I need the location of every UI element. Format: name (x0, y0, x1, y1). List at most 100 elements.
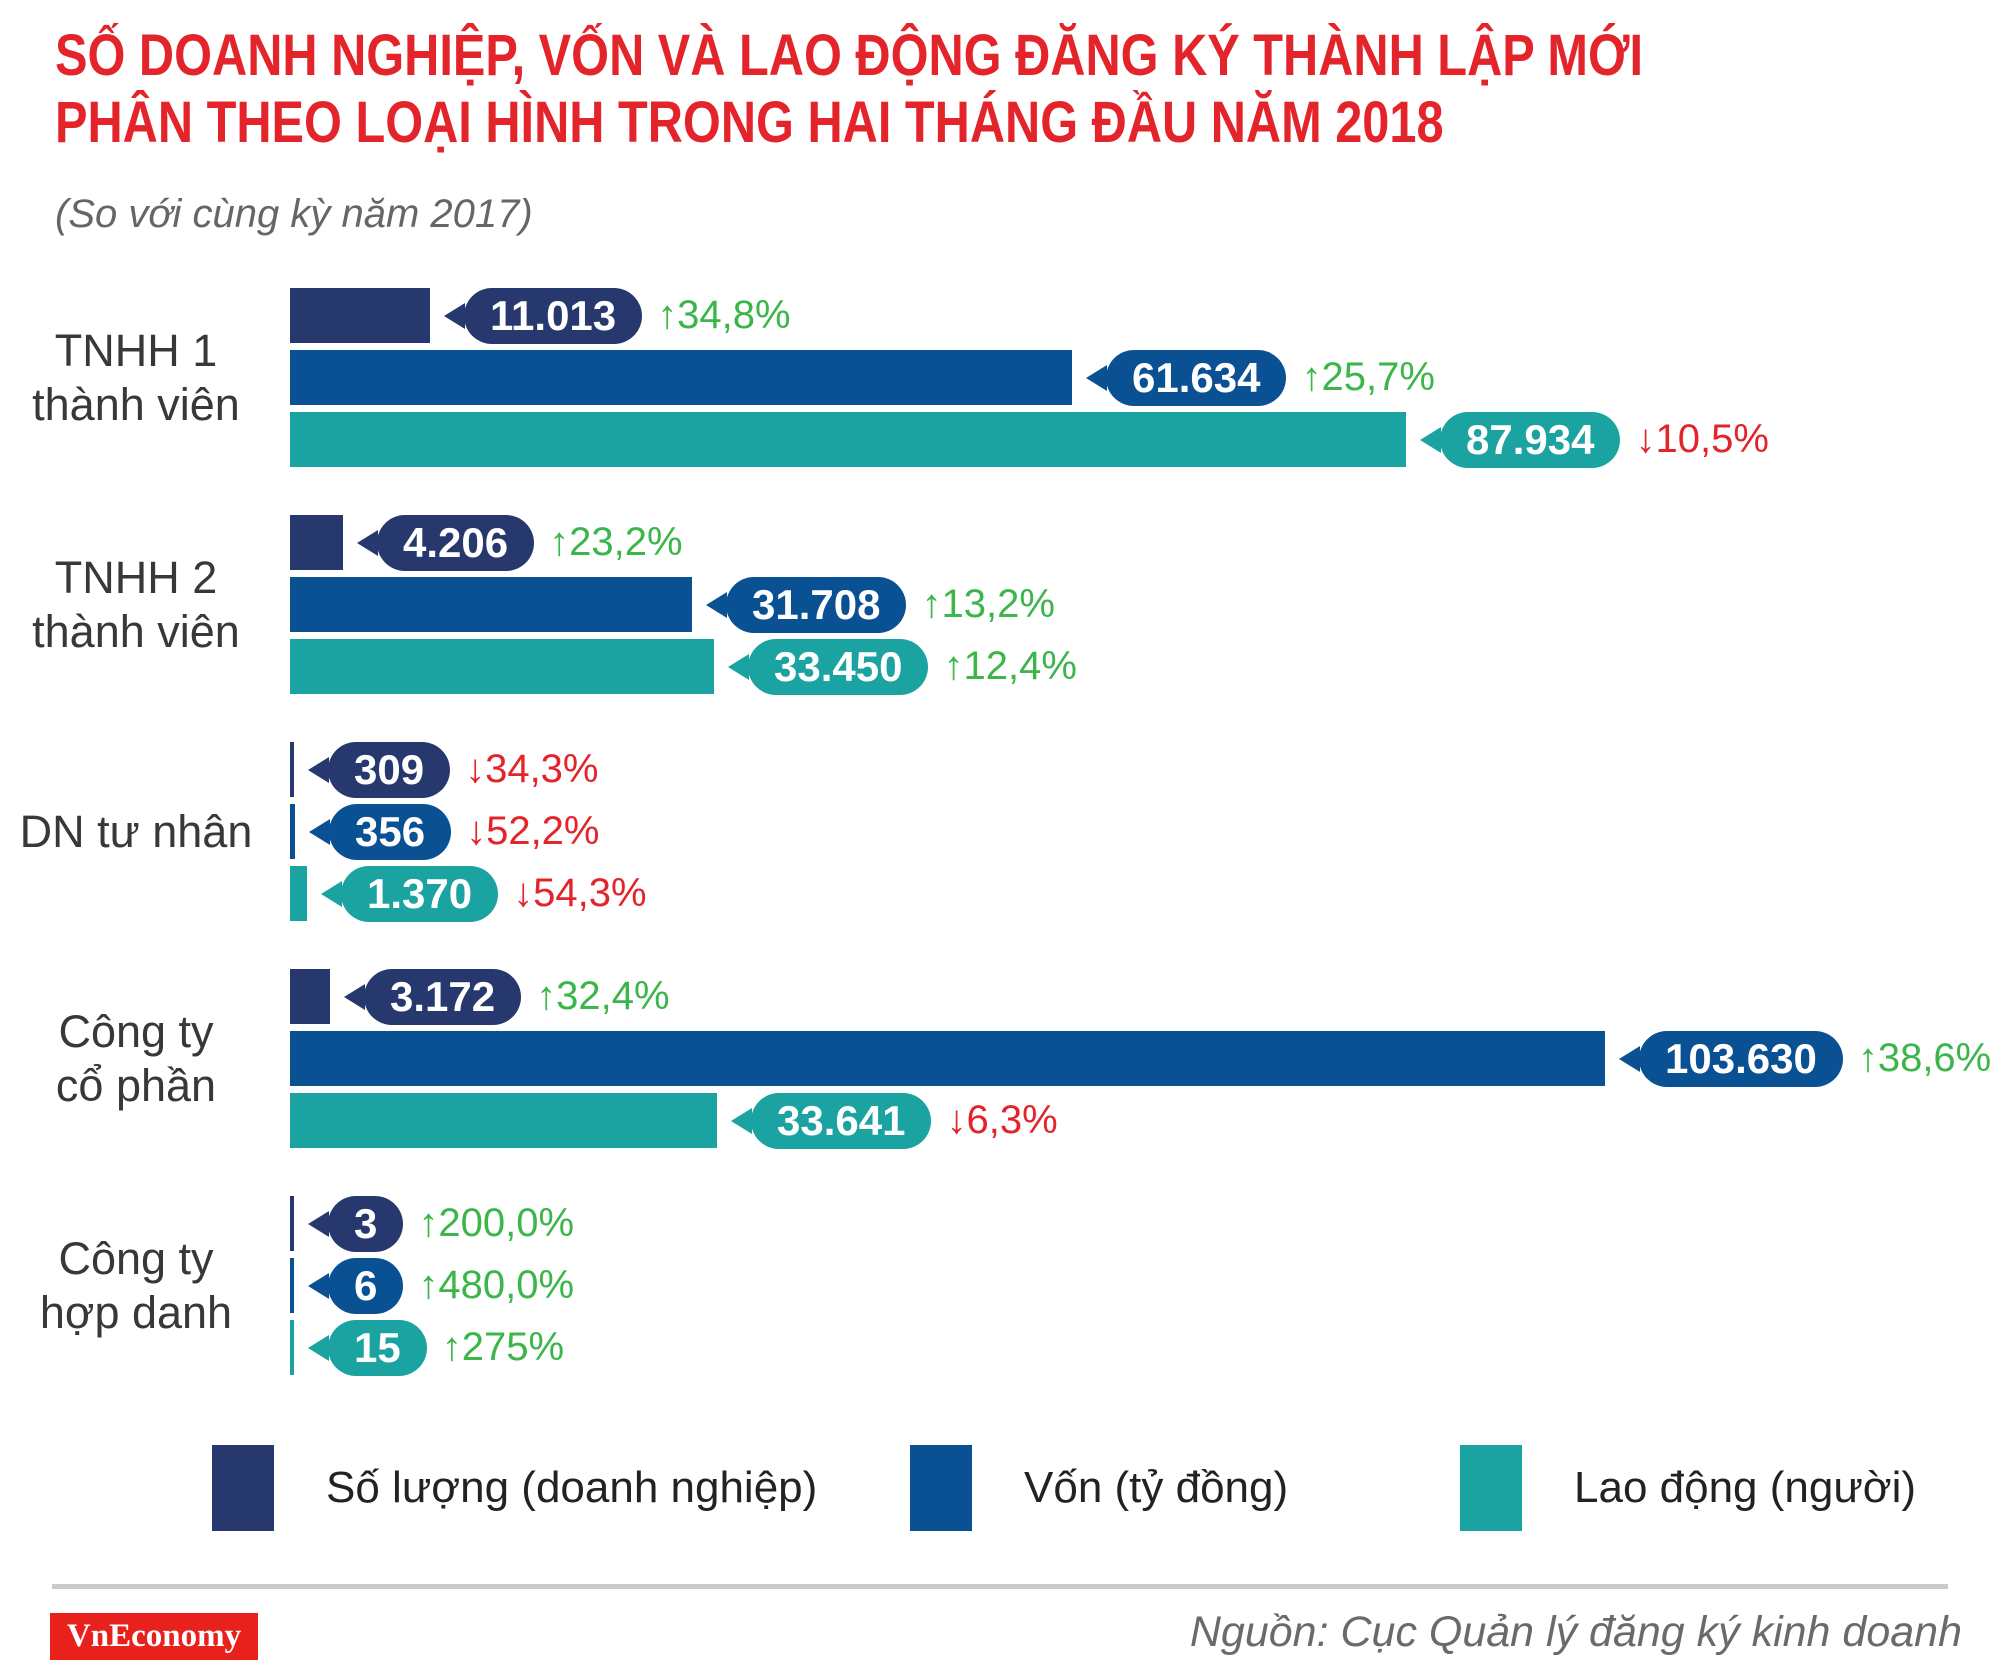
bar (290, 1196, 294, 1251)
value-bubble: 103.630 (1619, 1030, 1843, 1087)
chart-title-line-2: PHÂN THEO LOẠI HÌNH TRONG HAI THÁNG ĐẦU … (55, 90, 1444, 155)
category-label-line: DN tư nhân (19, 805, 253, 857)
arrow-up-icon: ↑ (1857, 1036, 1878, 1080)
bar-row: 356 ↓52,2% (290, 803, 2000, 860)
value-bubble: 6 (308, 1257, 404, 1314)
source-credit: Nguồn: Cục Quản lý đăng ký kinh doanh (1189, 1608, 1962, 1656)
value-bubble: 33.641 (731, 1092, 932, 1149)
arrow-down-icon: ↓ (1635, 417, 1656, 461)
change-label: ↑23,2% (549, 520, 682, 565)
change-value: 54,3% (533, 871, 647, 915)
bubble-tail (1619, 1045, 1640, 1072)
value-bubble: 3.172 (344, 968, 522, 1025)
bar-group: TNHH 1 thành viên 11.013 ↑34,8% 61.634 ↑25,7%… (0, 287, 2000, 468)
change-value: 12,4% (963, 644, 1077, 688)
change-value: 34,8% (677, 293, 791, 337)
category-label: TNHH 2 thành viên (0, 515, 272, 694)
bar-row: 33.450 ↑12,4% (290, 638, 2000, 695)
change-value: 275% (461, 1325, 565, 1369)
change-value: 13,2% (941, 582, 1055, 626)
value-bubble: 31.708 (706, 576, 907, 633)
bar (290, 804, 295, 859)
arrow-down-icon: ↓ (513, 871, 534, 915)
chart-title: SỐ DOANH NGHIỆP, VỐN VÀ LAO ĐỘNG ĐĂNG KÝ… (55, 22, 1946, 156)
bar-rows: 11.013 ↑34,8% 61.634 ↑25,7% 87.934 ↓10,5% (290, 287, 2000, 474)
legend-swatch (910, 1445, 972, 1531)
change-value: 6,3% (966, 1098, 1058, 1142)
value-label: 4.206 (403, 518, 509, 566)
category-label: Công ty cổ phần (0, 969, 272, 1148)
legend-item: Vốn (tỷ đồng) (910, 1445, 1288, 1531)
category-label-line: TNHH 1 (54, 324, 218, 376)
bar-rows: 3 ↑200,0% 6 ↑480,0% 15 ↑275% (290, 1195, 2000, 1382)
value-bubble: 1.370 (321, 865, 499, 922)
bar (290, 350, 1072, 405)
chart: TNHH 1 thành viên 11.013 ↑34,8% 61.634 ↑25,7%… (0, 287, 2000, 1378)
legend-swatch (212, 1445, 274, 1531)
bar-row: 15 ↑275% (290, 1319, 2000, 1376)
arrow-up-icon: ↑ (418, 1263, 439, 1307)
bar (290, 742, 294, 797)
bar-rows: 309 ↓34,3% 356 ↓52,2% 1.370 ↓54,3% (290, 741, 2000, 928)
arrow-up-icon: ↑ (549, 520, 570, 564)
category-label-line: Công ty (58, 1232, 214, 1284)
change-value: 23,2% (569, 520, 683, 564)
arrow-down-icon: ↓ (466, 809, 487, 853)
bar-row: 33.641 ↓6,3% (290, 1092, 2000, 1149)
change-label: ↑38,6% (1858, 1036, 1991, 1081)
category-label: Công ty hợp danh (0, 1196, 272, 1375)
chart-subtitle: (So với cùng kỳ năm 2017) (55, 192, 533, 236)
change-value: 10,5% (1655, 417, 1769, 461)
arrow-down-icon: ↓ (946, 1098, 967, 1142)
value-label: 356 (355, 807, 426, 855)
bubble-tail (728, 653, 749, 680)
bar-row: 3.172 ↑32,4% (290, 968, 2000, 1025)
bar-rows: 3.172 ↑32,4% 103.630 ↑38,6% 33.641 ↓6,3% (290, 968, 2000, 1155)
change-value: 34,3% (485, 747, 599, 791)
value-bubble: 61.634 (1086, 349, 1287, 406)
value-label: 103.630 (1665, 1034, 1817, 1082)
change-value: 200,0% (438, 1201, 575, 1245)
bar-group: TNHH 2 thành viên 4.206 ↑23,2% 31.708 ↑13,2% 3… (0, 514, 2000, 695)
bar-row: 11.013 ↑34,8% (290, 287, 2000, 344)
value-label: 33.450 (774, 642, 903, 690)
change-label: ↑13,2% (921, 582, 1054, 627)
bar-group: DN tư nhân 309 ↓34,3% 356 ↓52,2% 1.370 ↓54,3% (0, 741, 2000, 922)
value-bubble: 356 (309, 803, 452, 860)
bar (290, 866, 307, 921)
arrow-up-icon: ↑ (921, 582, 942, 626)
category-label-line: hợp danh (39, 1286, 233, 1338)
bubble-tail (308, 1210, 329, 1237)
value-bubble: 87.934 (1420, 411, 1621, 468)
value-bubble: 11.013 (444, 287, 643, 344)
bar-row: 87.934 ↓10,5% (290, 411, 2000, 468)
value-label: 87.934 (1466, 415, 1595, 463)
change-label: ↑200,0% (418, 1201, 574, 1246)
change-value: 32,4% (556, 974, 670, 1018)
change-label: ↑32,4% (536, 974, 669, 1019)
change-label: ↑25,7% (1301, 355, 1434, 400)
change-value: 480,0% (438, 1263, 575, 1307)
bubble-tail (357, 529, 378, 556)
bubble-tail (308, 756, 329, 783)
change-label: ↓34,3% (465, 747, 598, 792)
bar (290, 1031, 1605, 1086)
category-label-line: thành viên (32, 378, 240, 430)
bar-row: 1.370 ↓54,3% (290, 865, 2000, 922)
value-bubble: 15 (308, 1319, 427, 1376)
value-label: 3 (354, 1199, 378, 1247)
change-label: ↑12,4% (943, 644, 1076, 689)
bubble-tail (321, 880, 342, 907)
bar-row: 31.708 ↑13,2% (290, 576, 2000, 633)
value-bubble: 33.450 (728, 638, 929, 695)
bubble-tail (308, 1272, 329, 1299)
value-bubble: 4.206 (357, 514, 535, 571)
value-label: 33.641 (777, 1096, 906, 1144)
value-label: 1.370 (367, 869, 473, 917)
bar-row: 309 ↓34,3% (290, 741, 2000, 798)
value-label: 31.708 (752, 580, 881, 628)
bar (290, 412, 1406, 467)
change-value: 52,2% (486, 809, 600, 853)
bar (290, 969, 330, 1024)
